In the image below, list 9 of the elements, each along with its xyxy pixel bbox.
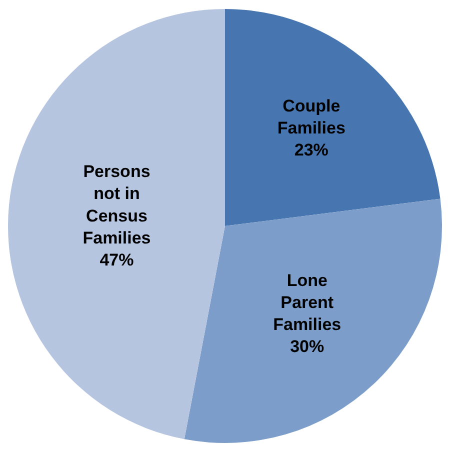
slice-label: Couple Families (277, 96, 346, 138)
data-label: 30% (290, 337, 324, 356)
data-label: 23% (294, 140, 328, 160)
pie-slice (225, 9, 440, 226)
pie-slice (184, 198, 442, 443)
data-label: 47% (100, 250, 134, 270)
slice-label: Lone Parent Families (273, 270, 342, 334)
slice-label: Persons not in Census Families (82, 162, 151, 248)
pie-slice (8, 9, 225, 440)
